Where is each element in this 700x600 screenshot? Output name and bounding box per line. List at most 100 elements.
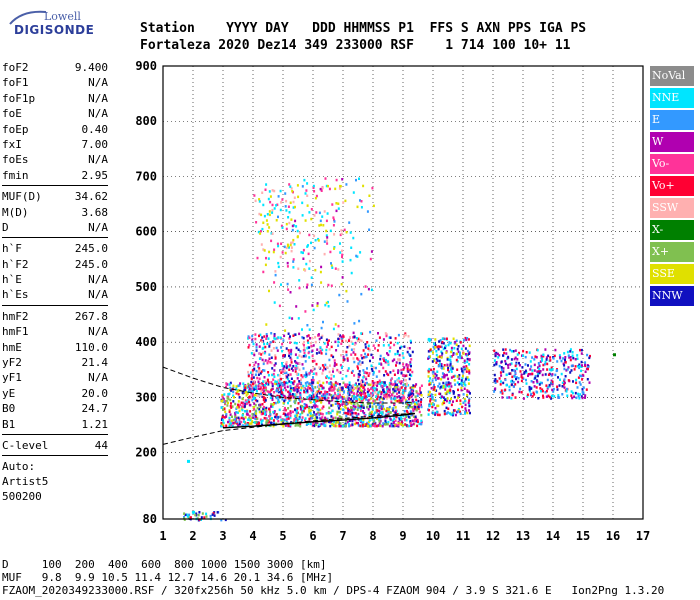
echo-point bbox=[341, 339, 344, 343]
echo-point bbox=[280, 395, 283, 398]
echo-point bbox=[443, 374, 446, 378]
echo-point bbox=[259, 333, 262, 337]
echo-point bbox=[255, 385, 258, 388]
echo-point bbox=[403, 396, 406, 399]
echo-point bbox=[402, 363, 405, 366]
echo-point bbox=[255, 415, 258, 418]
echo-point bbox=[571, 396, 574, 400]
echo-point bbox=[343, 411, 346, 415]
echo-point bbox=[272, 419, 275, 422]
echo-point bbox=[504, 388, 507, 392]
echo-point bbox=[338, 423, 341, 426]
echo-point bbox=[507, 355, 510, 359]
echo-point bbox=[348, 401, 351, 404]
echo-point bbox=[329, 386, 332, 389]
echo-point bbox=[528, 389, 531, 393]
echo-point bbox=[248, 416, 251, 420]
echo-point bbox=[272, 340, 275, 343]
trace-profile bbox=[222, 412, 416, 429]
echo-point bbox=[416, 407, 419, 410]
echo-point bbox=[293, 243, 296, 246]
echo-point bbox=[432, 375, 435, 378]
echo-point bbox=[333, 387, 336, 390]
echo-point bbox=[184, 513, 187, 517]
echo-point bbox=[270, 232, 273, 235]
echo-point bbox=[502, 370, 505, 373]
echo-point bbox=[355, 178, 357, 182]
echo-point bbox=[341, 425, 344, 428]
echo-point bbox=[315, 362, 318, 366]
echo-point bbox=[362, 396, 365, 399]
echo-point bbox=[254, 199, 257, 203]
echo-point bbox=[352, 351, 355, 354]
echo-point bbox=[337, 337, 340, 341]
echo-point bbox=[306, 387, 309, 391]
echo-point bbox=[434, 406, 437, 410]
echo-point bbox=[404, 385, 407, 389]
echo-point bbox=[354, 353, 357, 356]
echo-point bbox=[436, 359, 439, 362]
legend-entry: W bbox=[650, 132, 694, 152]
echo-point bbox=[411, 350, 414, 354]
echo-point bbox=[337, 396, 340, 400]
echo-point bbox=[271, 203, 274, 207]
echo-point bbox=[260, 353, 263, 356]
echo-point bbox=[357, 422, 360, 425]
echo-point bbox=[380, 407, 383, 411]
echo-point bbox=[309, 394, 311, 397]
echo-point bbox=[364, 343, 367, 346]
echo-point bbox=[586, 353, 589, 357]
echo-point bbox=[344, 419, 347, 423]
echo-point bbox=[314, 405, 317, 409]
echo-point bbox=[273, 375, 276, 378]
digisonde-logo: Lowell DIGISONDE bbox=[8, 6, 128, 46]
echo-point bbox=[388, 424, 391, 428]
echo-point bbox=[404, 389, 407, 392]
echo-point bbox=[409, 410, 412, 413]
echo-point bbox=[259, 372, 262, 375]
echo-point bbox=[291, 228, 294, 232]
echo-point bbox=[287, 407, 290, 410]
echo-point bbox=[314, 336, 317, 339]
echo-point bbox=[261, 395, 264, 398]
echo-point bbox=[452, 375, 455, 378]
echo-point bbox=[524, 355, 527, 359]
echo-point bbox=[361, 383, 364, 386]
echo-point bbox=[346, 357, 349, 360]
echo-point bbox=[345, 183, 348, 186]
param-row: MUF(D) 34.62 bbox=[2, 189, 108, 204]
echo-point bbox=[253, 353, 256, 357]
echo-point bbox=[335, 349, 338, 352]
echo-point bbox=[460, 384, 463, 387]
echo-point bbox=[269, 341, 272, 344]
echo-point bbox=[340, 400, 343, 403]
echo-point bbox=[220, 418, 223, 421]
echo-point bbox=[416, 405, 419, 409]
echo-point bbox=[531, 372, 534, 376]
echo-point bbox=[248, 343, 251, 347]
echo-point bbox=[338, 383, 341, 386]
echo-point bbox=[370, 353, 373, 357]
echo-point bbox=[529, 368, 532, 371]
echo-point bbox=[309, 422, 312, 426]
echo-point bbox=[366, 381, 368, 385]
echo-point bbox=[270, 349, 273, 352]
echo-point bbox=[299, 392, 302, 395]
echo-point bbox=[521, 376, 524, 379]
echo-point bbox=[560, 359, 563, 363]
echo-point bbox=[283, 334, 286, 338]
echo-point bbox=[563, 378, 566, 381]
echo-point bbox=[348, 399, 351, 403]
echo-point bbox=[296, 362, 299, 365]
echo-point bbox=[530, 392, 533, 396]
echo-point bbox=[259, 383, 262, 386]
echo-point bbox=[427, 413, 430, 416]
legend-entry: SSE bbox=[650, 264, 694, 284]
echo-point bbox=[283, 383, 286, 386]
echo-point bbox=[502, 348, 505, 351]
echo-point bbox=[259, 387, 262, 391]
echo-point bbox=[532, 391, 535, 395]
echo-point bbox=[530, 365, 533, 368]
echo-point bbox=[401, 374, 404, 377]
echo-point bbox=[353, 392, 355, 395]
